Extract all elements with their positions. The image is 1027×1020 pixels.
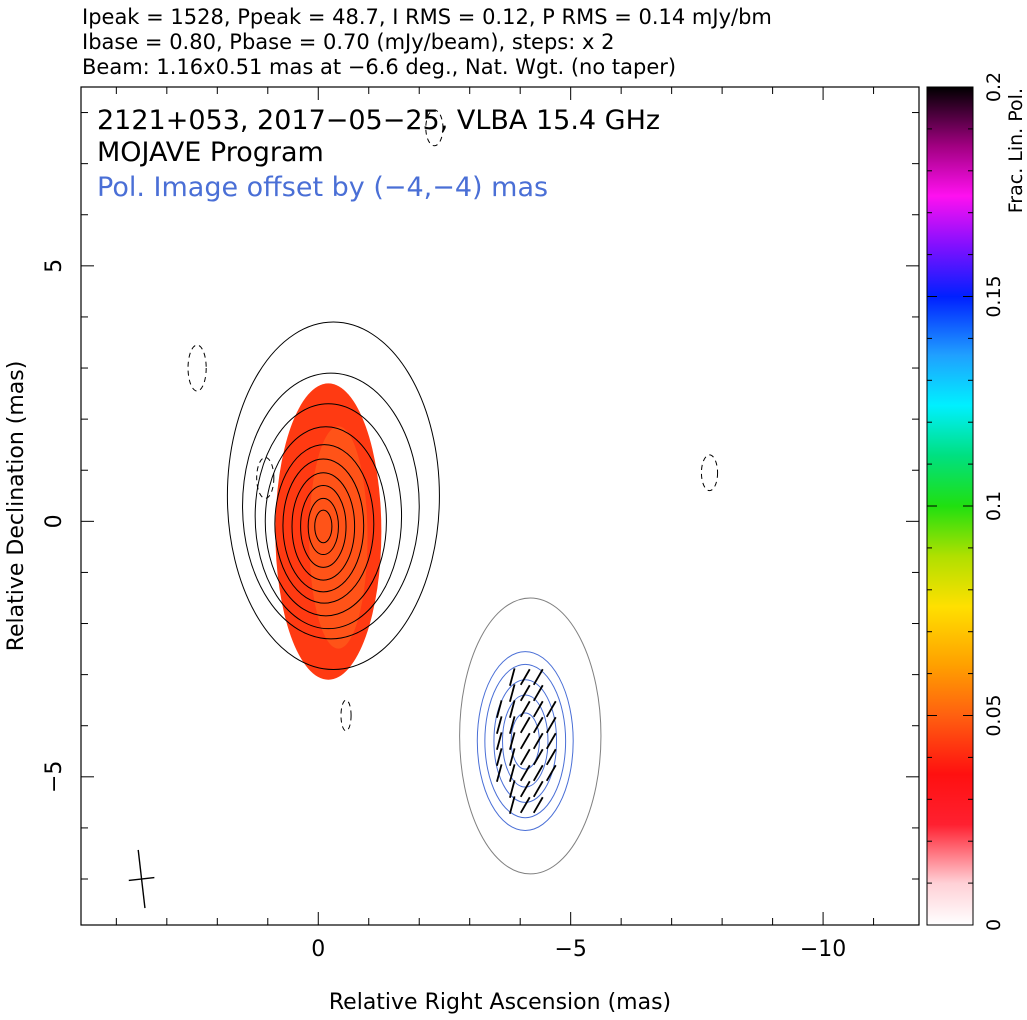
evpa-vector <box>519 748 531 766</box>
evpa-vector <box>519 732 531 750</box>
x-tick-label: −10 <box>800 937 846 962</box>
evpa-vector <box>545 764 557 782</box>
intensity-contour <box>242 372 420 640</box>
intensity-contour <box>307 497 339 556</box>
evpa-vector <box>496 732 503 750</box>
pol-offset-note: Pol. Image offset by (−4,−4) mas <box>97 172 548 203</box>
evpa-vector <box>509 780 516 798</box>
evpa-vector <box>509 668 516 686</box>
y-tick-label: −5 <box>42 761 67 793</box>
header-line-1: Ipeak = 1528, Ppeak = 48.7, I RMS = 0.12… <box>82 5 772 29</box>
colorbar-tick-label: 0 <box>983 919 1005 931</box>
intensity-contour <box>300 485 347 568</box>
evpa-vector <box>532 732 544 750</box>
negative-contour <box>700 454 719 492</box>
intensity-contour <box>254 403 403 630</box>
negative-contour <box>425 109 444 147</box>
evpa-vector <box>532 748 544 766</box>
negative-contour <box>256 456 275 499</box>
colorbar: 0 0.05 0.1 0.15 0.2 <box>926 72 1005 931</box>
pol-contour <box>476 651 574 831</box>
header-line-2: Ibase = 0.80, Pbase = 0.70 (mJy/beam), s… <box>82 30 614 54</box>
evpa-vector <box>532 700 544 718</box>
negative-contour <box>340 699 352 732</box>
axis-ticks: 0 −5 −10 5 0 −5 <box>42 87 919 962</box>
intensity-contour <box>226 321 440 671</box>
plot-content <box>128 109 719 909</box>
evpa-vector <box>545 732 557 750</box>
evpa-vector <box>519 764 531 782</box>
intensity-contour <box>274 444 375 604</box>
source-label: 2121+053, 2017−05−25, VLBA 15.4 GHz <box>97 105 660 136</box>
evpa-vector <box>545 700 557 718</box>
evpa-vector <box>545 748 557 766</box>
evpa-vector <box>509 684 516 702</box>
colorbar-tick-label: 0.1 <box>983 491 1005 521</box>
pol-contour <box>493 679 558 803</box>
negative-contour <box>187 344 207 392</box>
evpa-vector <box>496 716 503 734</box>
beam-minor-axis <box>128 876 155 882</box>
intensity-contour <box>282 458 365 593</box>
evpa-vector <box>532 668 544 686</box>
evpa-vector <box>519 780 531 798</box>
evpa-vector <box>496 748 503 766</box>
evpa-vector <box>519 796 531 814</box>
evpa-vector <box>519 700 531 718</box>
colorbar-tick-label: 0.15 <box>983 275 1005 317</box>
program-label: MOJAVE Program <box>97 137 324 168</box>
colorbar-label: Frac. Lin. Pol. <box>1005 88 1027 213</box>
evpa-vector <box>532 796 544 814</box>
colorbar-tick-label: 0.2 <box>983 72 1005 102</box>
evpa-vector <box>532 684 544 702</box>
x-tick-label: −5 <box>554 937 586 962</box>
header-line-3: Beam: 1.16x0.51 mas at −6.6 deg., Nat. W… <box>82 55 676 79</box>
evpa-vector <box>532 764 544 782</box>
intensity-contour <box>291 472 356 581</box>
evpa-vector <box>532 716 544 734</box>
evpa-vector <box>496 700 503 718</box>
pol-contour <box>502 694 549 788</box>
evpa-vector <box>509 796 516 814</box>
pol-contour <box>510 712 540 770</box>
evpa-vector <box>545 716 557 734</box>
intensity-contour <box>264 426 387 617</box>
evpa-vector <box>509 764 516 782</box>
evpa-vector <box>509 732 516 750</box>
evpa-vector <box>532 780 544 798</box>
x-tick-label: 0 <box>311 937 325 962</box>
pol-contour <box>484 663 567 819</box>
intensity-contour <box>314 509 333 544</box>
evpa-vector <box>519 684 531 702</box>
y-tick-label: 0 <box>42 514 67 528</box>
colorbar-tick-label: 0.05 <box>983 694 1005 736</box>
evpa-vector <box>519 716 531 734</box>
x-axis-label: Relative Right Ascension (mas) <box>329 990 671 1015</box>
plot-frame <box>80 86 920 926</box>
evpa-vector <box>519 668 531 686</box>
evpa-vector <box>509 716 516 734</box>
evpa-vector <box>509 700 516 718</box>
pol-outer-contour <box>459 597 602 875</box>
evpa-vector <box>509 748 516 766</box>
y-axis-label: Relative Declination (mas) <box>4 361 29 652</box>
frac-pol-patch-core <box>309 426 368 649</box>
evpa-vector <box>496 764 503 782</box>
y-tick-label: 5 <box>42 259 67 273</box>
